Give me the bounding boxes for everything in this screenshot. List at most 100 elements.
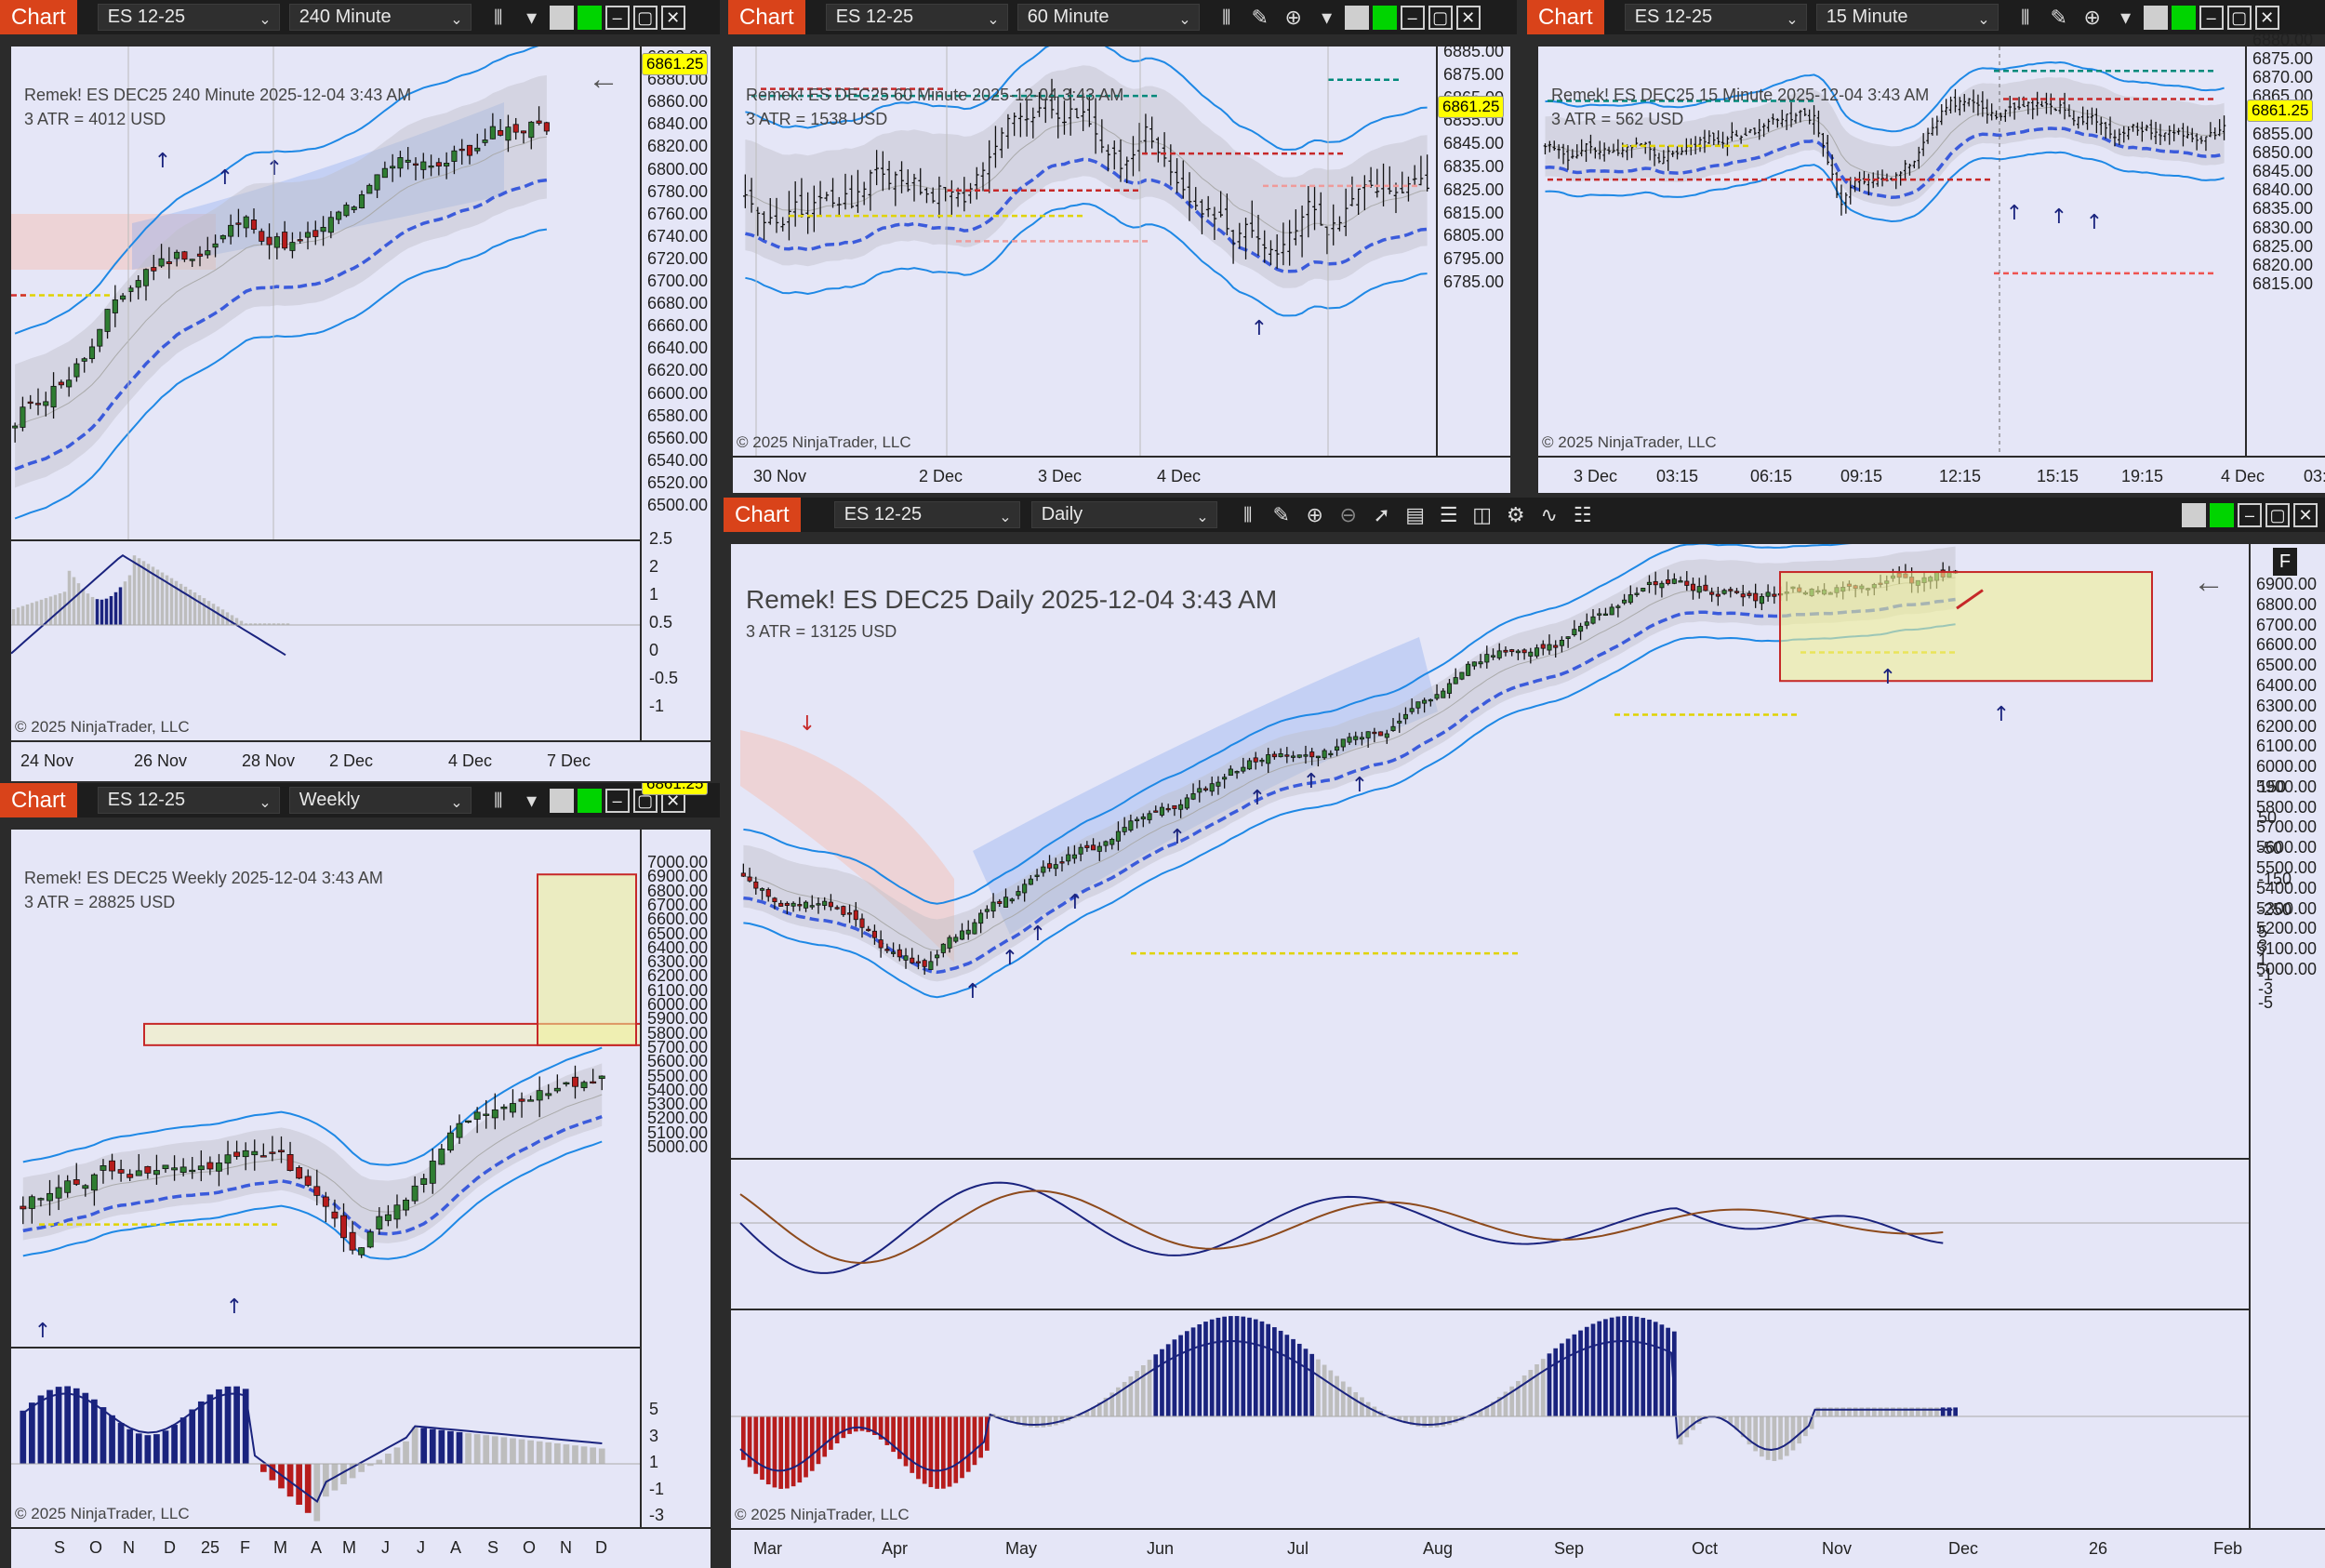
back-arrow-icon[interactable]: ← [588, 61, 619, 97]
pointer-icon[interactable]: ➚ [1373, 502, 1390, 526]
interval-selector[interactable]: Daily ⌄ [1030, 501, 1217, 528]
close-icon[interactable]: ✕ [660, 5, 685, 30]
window-link-button[interactable] [577, 788, 602, 813]
price-pane[interactable]: ↓ ↑ ↑ ↑ ↑ ↑ ↑ ↑ ↑ ↑ ↑ Remek! ES DEC25 Daily 2025-1… [731, 544, 2249, 1158]
candle-body [990, 901, 996, 912]
maximize-icon[interactable]: ▢ [2226, 5, 2252, 30]
minimize-icon[interactable]: – [2238, 502, 2262, 527]
window-gray-button[interactable] [549, 5, 574, 30]
indicators-icon[interactable]: ∿ [1540, 502, 1558, 526]
oscillator-pane[interactable]: © 2025 NinjaTrader, LLC [11, 1349, 640, 1527]
bar-type-icon[interactable]: ⫴ [494, 788, 503, 812]
price-axis[interactable]: 6900.006880.006860.006840.006820.006800.… [642, 47, 711, 740]
candle-body [1434, 694, 1440, 699]
minimize-icon[interactable]: – [604, 5, 630, 30]
window-gray-button[interactable] [2182, 502, 2206, 527]
bar-type-icon[interactable]: ⫴ [2021, 5, 2030, 29]
interval-selector[interactable]: 60 Minute ⌄ [1016, 4, 1200, 31]
instrument-selector[interactable]: ES 12-25 ⌄ [97, 4, 280, 31]
chart-trader-icon[interactable]: ☷ [1573, 502, 1592, 526]
price-axis[interactable]: 7000.00 6900.00 6800.00 6700.00 6600.00 6500.… [642, 783, 711, 1527]
window-link-button[interactable] [1372, 5, 1397, 30]
histogram-bar [1153, 1354, 1159, 1416]
bar-type-icon[interactable]: ⫴ [1243, 502, 1253, 526]
templates-icon[interactable]: ◫ [1472, 502, 1493, 526]
close-icon[interactable]: ✕ [2254, 5, 2279, 30]
price-pane[interactable]: ↑ ↑ Remek! ES DEC25 Weekly 2025-12-04 3:4… [11, 830, 640, 1347]
interval-selector[interactable]: 15 Minute ⌄ [1815, 4, 1999, 31]
time-axis[interactable]: Mar Apr May Jun Jul Aug Sep Oct Nov Dec 26 Feb [731, 1530, 2325, 1568]
maximize-icon[interactable]: ▢ [632, 5, 658, 30]
time-axis[interactable]: 30 Nov 2 Dec 3 Dec 4 Dec [733, 458, 1510, 493]
chevron-down-icon[interactable]: ▾ [526, 788, 538, 812]
chart-tab[interactable]: Chart [724, 498, 801, 532]
histogram-bar [269, 1464, 276, 1481]
minimize-icon[interactable]: – [2199, 5, 2224, 30]
maximize-icon[interactable]: ▢ [1428, 5, 1453, 30]
window-gray-button[interactable] [549, 788, 574, 813]
chevron-down-icon: ⌄ [1977, 12, 1990, 28]
candle-body [1671, 578, 1677, 584]
window-gray-button[interactable] [1344, 5, 1369, 30]
oscillator-pane-1[interactable] [731, 1160, 2249, 1309]
price-axis[interactable]: F 6900.00 6800.00 6700.00 6600.00 6500.00 640… [2251, 544, 2325, 1528]
oscillator-pane[interactable]: © 2025 NinjaTrader, LLC [11, 541, 640, 740]
instrument-selector[interactable]: ES 12-25 ⌄ [825, 4, 1008, 31]
zoom-in-icon[interactable]: ⊕ [2083, 5, 2101, 29]
zoom-in-icon[interactable]: ⊕ [1284, 5, 1302, 29]
minimize-icon[interactable]: – [1400, 5, 1425, 30]
window-gray-button[interactable] [2143, 5, 2168, 30]
instrument-selector[interactable]: ES 12-25 ⌄ [833, 501, 1020, 528]
window-link-button[interactable] [2210, 502, 2234, 527]
price-tick-label: 6805.00 [1443, 226, 1505, 246]
price-tick-label: 6100.00 [2256, 737, 2318, 756]
chart-tab[interactable]: Chart [0, 783, 77, 817]
back-arrow-icon[interactable]: ← [2193, 565, 2225, 600]
bar-type-icon[interactable]: ⫴ [1222, 5, 1231, 29]
candle-body [144, 1165, 152, 1174]
draw-tool-icon[interactable]: ✎ [1251, 5, 1269, 29]
window-link-button[interactable] [2171, 5, 2196, 30]
time-axis[interactable]: S O N D 25 F M A M J J A S O N D [11, 1529, 711, 1568]
properties-icon[interactable]: ☰ [1439, 502, 1458, 526]
data-box-icon[interactable]: ▤ [1405, 502, 1426, 526]
candle-body [1197, 788, 1202, 793]
signal-arrow-icon: ↓ [799, 712, 816, 736]
candle-body [859, 918, 865, 928]
oscillator-pane-2[interactable]: © 2025 NinjaTrader, LLC [731, 1310, 2249, 1528]
candle-body [500, 1106, 508, 1110]
instrument-selector[interactable]: ES 12-25 ⌄ [97, 787, 280, 814]
strategies-icon[interactable]: ⚙ [1506, 502, 1525, 526]
chart-trader-toggle-button[interactable]: F [2273, 548, 2297, 576]
price-pane[interactable]: ↑ ↑ ↑ Remek! ES DEC25 15 Minute 2025-12-04… [1538, 47, 2245, 456]
chevron-down-icon[interactable]: ▾ [2120, 5, 2132, 29]
interval-selector[interactable]: Weekly ⌄ [288, 787, 472, 814]
time-axis[interactable]: 3 Dec 03:15 06:15 09:15 12:15 15:15 19:15 4 Dec… [1538, 458, 2325, 493]
minimize-icon[interactable]: – [604, 788, 630, 813]
price-pane[interactable]: ↑ ↑ ↑ Remek! ES DEC25 240 Minute 2025-12-0… [11, 47, 640, 539]
close-icon[interactable]: ✕ [2293, 502, 2318, 527]
maximize-icon[interactable]: ▢ [2265, 502, 2290, 527]
zoom-in-icon[interactable]: ⊕ [1306, 502, 1323, 526]
chevron-down-icon[interactable]: ▾ [1322, 5, 1333, 29]
window-link-button[interactable] [577, 5, 602, 30]
histogram-bar [313, 1464, 321, 1521]
price-axis[interactable]: 6880.006875.006870.006865.006860.006855.… [2247, 31, 2325, 456]
draw-tool-icon[interactable]: ✎ [1272, 502, 1290, 526]
time-axis[interactable]: 24 Nov 26 Nov 28 Nov 2 Dec 4 Dec 7 Dec [11, 742, 711, 781]
bar-type-icon[interactable]: ⫴ [494, 5, 503, 29]
chart-tab[interactable]: Chart [1527, 0, 1604, 34]
chevron-down-icon[interactable]: ▾ [526, 5, 538, 29]
chart-tab[interactable]: Chart [0, 0, 77, 34]
candle-body [97, 328, 103, 347]
candle-body [1022, 884, 1028, 894]
chart-tab[interactable]: Chart [728, 0, 805, 34]
draw-tool-icon[interactable]: ✎ [2050, 5, 2067, 29]
interval-selector[interactable]: 240 Minute ⌄ [288, 4, 472, 31]
zoom-out-icon[interactable]: ⊖ [1339, 502, 1357, 526]
price-axis[interactable]: 6885.006875.006865.006855.006845.006835.… [1438, 42, 1510, 456]
price-pane[interactable]: ↑ Remek! ES DEC25 60 Minute 2025-12-04 3… [733, 47, 1436, 456]
candle-body [349, 1231, 356, 1251]
instrument-selector[interactable]: ES 12-25 ⌄ [1624, 4, 1807, 31]
close-icon[interactable]: ✕ [1455, 5, 1481, 30]
